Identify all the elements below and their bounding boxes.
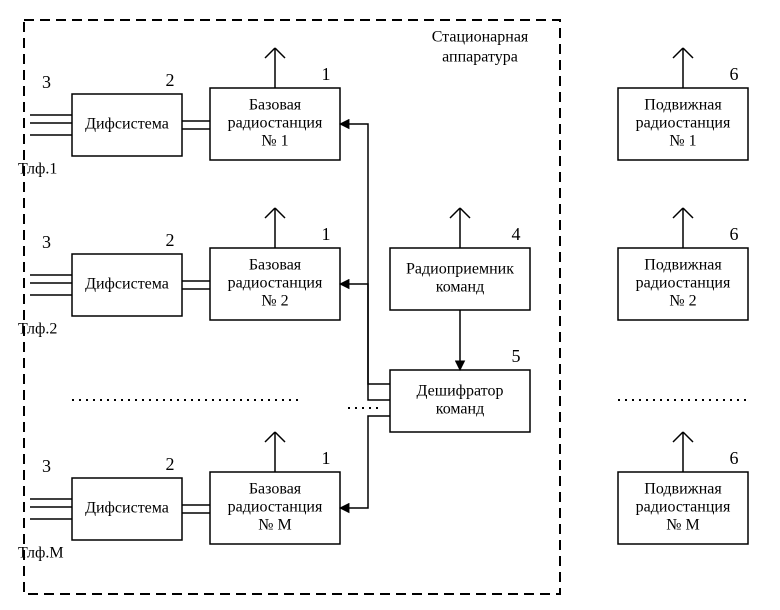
svg-text:Тлф.2: Тлф.2 — [18, 321, 57, 338]
svg-text:Подвижная: Подвижная — [644, 481, 722, 498]
svg-text:Стационарная: Стационарная — [432, 29, 529, 46]
svg-text:2: 2 — [166, 454, 175, 474]
svg-text:6: 6 — [730, 448, 739, 468]
svg-text:1: 1 — [322, 448, 331, 468]
svg-text:№ M: № M — [666, 517, 700, 534]
svg-text:Дешифратор: Дешифратор — [417, 383, 504, 400]
svg-text:№ M: № M — [258, 517, 292, 534]
svg-text:Базовая: Базовая — [249, 257, 302, 274]
svg-text:2: 2 — [166, 70, 175, 90]
svg-text:команд: команд — [436, 401, 484, 418]
svg-text:2: 2 — [166, 230, 175, 250]
svg-text:5: 5 — [512, 346, 521, 366]
svg-text:Базовая: Базовая — [249, 97, 302, 114]
svg-text:№ 2: № 2 — [669, 293, 696, 310]
svg-text:Тлф.M: Тлф.M — [18, 545, 64, 562]
svg-text:3: 3 — [42, 232, 51, 252]
svg-text:3: 3 — [42, 456, 51, 476]
svg-text:3: 3 — [42, 72, 51, 92]
svg-text:радиостанция: радиостанция — [636, 115, 731, 132]
svg-text:аппаратура: аппаратура — [442, 49, 518, 66]
svg-text:команд: команд — [436, 279, 484, 296]
svg-text:№ 2: № 2 — [261, 293, 288, 310]
svg-text:Радиоприемник: Радиоприемник — [406, 261, 514, 278]
svg-text:Подвижная: Подвижная — [644, 97, 722, 114]
svg-text:радиостанция: радиостанция — [636, 499, 731, 516]
svg-text:1: 1 — [322, 224, 331, 244]
svg-text:№ 1: № 1 — [261, 133, 288, 150]
svg-text:Дифсистема: Дифсистема — [85, 116, 169, 133]
svg-text:4: 4 — [512, 224, 521, 244]
svg-text:Дифсистема: Дифсистема — [85, 276, 169, 293]
svg-text:радиостанция: радиостанция — [228, 275, 323, 292]
svg-text:1: 1 — [322, 64, 331, 84]
svg-text:Подвижная: Подвижная — [644, 257, 722, 274]
svg-text:Базовая: Базовая — [249, 481, 302, 498]
svg-text:№ 1: № 1 — [669, 133, 696, 150]
svg-text:Тлф.1: Тлф.1 — [18, 161, 57, 178]
svg-text:радиостанция: радиостанция — [228, 115, 323, 132]
svg-text:радиостанция: радиостанция — [636, 275, 731, 292]
svg-text:6: 6 — [730, 224, 739, 244]
svg-text:6: 6 — [730, 64, 739, 84]
svg-text:радиостанция: радиостанция — [228, 499, 323, 516]
svg-text:Дифсистема: Дифсистема — [85, 500, 169, 517]
